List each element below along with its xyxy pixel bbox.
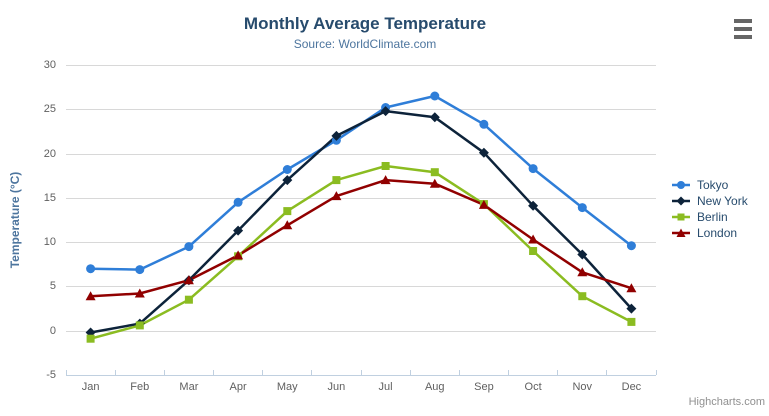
data-point-tokyo-mar[interactable] (184, 242, 194, 252)
legend-item-london[interactable]: London (672, 225, 748, 241)
hamburger-menu-icon (734, 19, 752, 23)
y-axis-label: 15 (43, 191, 56, 204)
hamburger-menu-icon (734, 35, 752, 39)
data-point-berlin-aug[interactable] (430, 168, 439, 177)
legend-marker-circle-icon (672, 181, 690, 189)
legend-label: London (697, 226, 738, 240)
y-axis-label: 25 (43, 103, 56, 116)
x-axis-label: Mar (179, 381, 199, 393)
data-point-berlin-oct[interactable] (529, 247, 538, 255)
data-point-london-mar[interactable] (183, 275, 194, 285)
y-axis-label: 20 (43, 147, 56, 160)
data-point-new-york-apr[interactable] (233, 225, 244, 236)
legend-label: Berlin (697, 210, 728, 224)
data-point-new-york-jul[interactable] (380, 106, 391, 117)
legend-marker-shape (677, 213, 685, 221)
x-axis-label: Jun (327, 381, 346, 393)
legend-marker-diamond-icon (672, 196, 690, 206)
data-point-berlin-jun[interactable] (332, 176, 341, 185)
data-point-new-york-dec[interactable] (626, 303, 637, 314)
credits-link[interactable]: Highcharts.com (688, 396, 765, 408)
data-point-new-york-aug[interactable] (429, 112, 440, 123)
data-point-new-york-oct[interactable] (528, 200, 539, 211)
legend-marker-square-icon (672, 213, 690, 221)
x-axis-label: Sep (474, 381, 494, 393)
x-axis-label: Dec (621, 381, 642, 393)
legend-marker-triangle-icon (672, 228, 690, 237)
data-point-tokyo-aug[interactable] (430, 91, 440, 101)
legend: Tokyo New York Berlin London (672, 177, 748, 241)
x-axis-label: Aug (424, 381, 445, 393)
legend-item-berlin[interactable]: Berlin (672, 209, 748, 225)
data-point-berlin-jan[interactable] (86, 334, 95, 343)
series-line-tokyo[interactable] (89, 94, 633, 271)
legend-marker-shape (676, 228, 686, 237)
data-point-london-aug[interactable] (429, 178, 440, 188)
y-axis-label: 0 (49, 324, 56, 337)
data-point-berlin-may[interactable] (283, 207, 292, 216)
y-axis-label: 10 (43, 236, 56, 249)
x-axis-label: Jul (378, 381, 393, 393)
data-point-berlin-feb[interactable] (135, 321, 144, 330)
data-point-berlin-dec[interactable] (627, 317, 636, 326)
x-axis-label: Nov (572, 381, 593, 393)
legend-item-new-york[interactable]: New York (672, 193, 748, 209)
hamburger-menu-icon (734, 27, 752, 31)
x-axis-label: Oct (524, 381, 542, 393)
data-point-london-nov[interactable] (577, 267, 588, 277)
x-axis-label: May (276, 381, 298, 393)
data-point-tokyo-may[interactable] (282, 165, 292, 174)
data-point-new-york-may[interactable] (282, 175, 293, 186)
series-line-berlin[interactable] (89, 164, 633, 340)
data-point-london-may[interactable] (282, 220, 293, 230)
chart-subtitle: Source: WorldClimate.com (293, 37, 437, 51)
legend-marker-shape (676, 196, 686, 206)
data-point-london-jun[interactable] (331, 191, 342, 201)
legend-marker-shape (677, 181, 685, 189)
y-axis-label: -5 (46, 369, 56, 381)
x-axis-label: Apr (229, 381, 247, 393)
series-line-new-york[interactable] (89, 109, 633, 334)
data-point-new-york-nov[interactable] (577, 249, 588, 260)
data-point-berlin-nov[interactable] (578, 292, 587, 301)
export-menu-button[interactable] (730, 15, 756, 43)
data-point-tokyo-sep[interactable] (479, 119, 489, 129)
data-point-tokyo-nov[interactable] (577, 203, 587, 213)
legend-label: New York (697, 194, 748, 208)
data-point-tokyo-feb[interactable] (135, 265, 145, 275)
data-point-berlin-jul[interactable] (381, 162, 390, 170)
x-axis-label: Feb (130, 381, 150, 393)
y-axis-label: 5 (49, 280, 56, 293)
chart-title: Monthly Average Temperature (243, 14, 487, 33)
data-point-tokyo-apr[interactable] (233, 197, 243, 207)
data-point-london-jul[interactable] (380, 175, 391, 185)
data-point-london-feb[interactable] (134, 288, 145, 298)
data-point-london-jan[interactable] (85, 291, 96, 301)
x-axis-label: Jan (81, 381, 100, 393)
data-point-new-york-jun[interactable] (331, 130, 342, 141)
data-point-tokyo-dec[interactable] (626, 241, 636, 251)
y-axis-label: 30 (43, 59, 56, 71)
data-point-london-dec[interactable] (626, 283, 637, 293)
data-point-new-york-sep[interactable] (478, 147, 489, 158)
data-point-tokyo-jan[interactable] (86, 264, 96, 274)
data-point-london-apr[interactable] (233, 250, 244, 260)
series-line-london[interactable] (89, 178, 633, 298)
data-point-london-sep[interactable] (478, 199, 489, 209)
data-point-london-oct[interactable] (528, 234, 539, 244)
data-point-tokyo-oct[interactable] (528, 164, 538, 174)
legend-label: Tokyo (697, 178, 729, 192)
data-point-berlin-mar[interactable] (184, 295, 193, 304)
legend-item-tokyo[interactable]: Tokyo (672, 177, 748, 193)
